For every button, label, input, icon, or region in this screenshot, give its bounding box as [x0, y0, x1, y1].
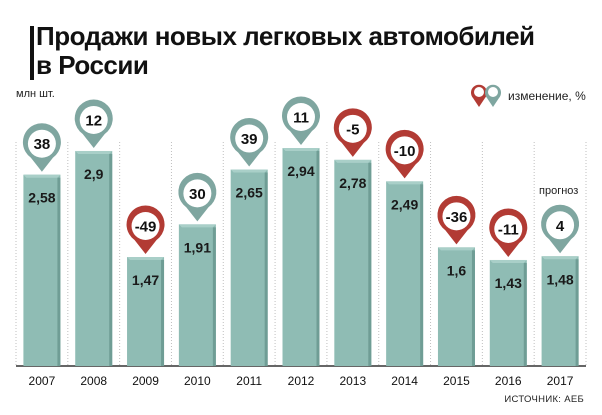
- bar-top-face: [386, 181, 424, 185]
- bar-side-face: [109, 153, 113, 366]
- change-marker: [541, 204, 580, 254]
- bar: [75, 150, 113, 366]
- bar-value-label: 2,65: [236, 185, 263, 201]
- bar: [386, 181, 424, 366]
- x-tick-label: 2010: [184, 374, 211, 388]
- bar-side-face: [523, 262, 527, 366]
- change-label: 39: [241, 131, 258, 148]
- bar: [127, 257, 165, 366]
- bar-top-face: [75, 150, 113, 154]
- legend: изменение, %: [470, 84, 586, 108]
- chart-title: Продажи новых легковых автомобилей в Рос…: [36, 21, 535, 80]
- bar-top-face: [437, 247, 475, 251]
- bar-value-label: 2,9: [84, 166, 104, 182]
- change-marker: [22, 123, 61, 172]
- change-marker: [282, 96, 320, 145]
- bar-side-face: [212, 227, 216, 366]
- source-note: ИСТОЧНИК: АЕБ: [504, 394, 584, 405]
- bar-top-face: [230, 169, 268, 173]
- bar: [541, 256, 579, 366]
- source-value: АЕБ: [564, 394, 584, 405]
- change-label: 30: [189, 186, 206, 203]
- bar-side-face: [161, 260, 165, 366]
- x-tick-label: 2014: [391, 374, 418, 388]
- change-marker: [126, 205, 165, 254]
- x-tick-label: 2009: [132, 374, 159, 388]
- bar-value-label: 1,47: [132, 272, 159, 288]
- x-tick-label: 2013: [339, 374, 366, 388]
- bar-side-face: [57, 177, 61, 366]
- bar-top-face: [178, 224, 216, 228]
- change-label: -11: [498, 221, 519, 238]
- bar: [489, 259, 527, 366]
- bar: [230, 169, 268, 366]
- change-marker: [333, 108, 372, 157]
- change-markers-group: [22, 96, 580, 257]
- legend-label: изменение, %: [508, 89, 586, 103]
- bar-value-label: 2,94: [287, 163, 314, 179]
- bar-top-face: [23, 174, 61, 178]
- source-label: ИСТОЧНИК:: [504, 394, 562, 405]
- title-accent-bar: [30, 26, 34, 80]
- bar-side-face: [471, 250, 475, 366]
- bar-value-label: 2,78: [339, 175, 366, 191]
- x-tick-label: 2015: [443, 374, 470, 388]
- change-marker: [489, 208, 528, 257]
- bar-top-face: [541, 256, 579, 260]
- change-label: 38: [34, 136, 51, 153]
- bar-value-label: 1,43: [495, 275, 522, 291]
- bar-side-face: [368, 162, 372, 366]
- change-marker: [74, 99, 113, 148]
- bar-value-label: 1,6: [447, 262, 467, 278]
- x-tick-label: 2007: [29, 374, 56, 388]
- change-label: 4: [556, 218, 565, 235]
- x-tick-label: 2008: [80, 374, 107, 388]
- change-marker-legend-icon: [471, 84, 501, 107]
- bar-side-face: [264, 172, 268, 366]
- x-tick-label: 2016: [495, 374, 522, 388]
- bar-value-label: 2,58: [28, 190, 55, 206]
- bar-top-face: [127, 257, 165, 260]
- bar-side-face: [420, 184, 424, 366]
- bar: [282, 148, 320, 366]
- bar-value-label: 1,91: [184, 239, 211, 255]
- bar: [334, 159, 372, 366]
- change-marker: [437, 195, 476, 245]
- change-label: 11: [293, 110, 309, 127]
- bar-side-face: [316, 151, 320, 366]
- change-label: -36: [446, 209, 468, 226]
- bar-side-face: [575, 259, 579, 366]
- change-marker: [230, 118, 269, 167]
- x-tick-label: 2011: [236, 374, 262, 388]
- bar-top-face: [282, 148, 320, 151]
- bar-value-label: 1,48: [546, 271, 573, 287]
- change-marker: [178, 172, 217, 222]
- labels-group: 2,58 38 2007 2,9 12 2008 1,47 -49 2009 1,91 30 2010…: [28, 110, 574, 389]
- change-label: -5: [346, 121, 359, 138]
- change-label: -10: [394, 143, 416, 160]
- forecast-label: прогноз: [539, 185, 579, 197]
- x-tick-label: 2017: [547, 374, 574, 388]
- bar: [23, 174, 61, 366]
- change-label: -49: [135, 219, 157, 236]
- unit-label: млн шт.: [16, 88, 55, 100]
- bar: [437, 247, 475, 366]
- x-tick-label: 2012: [288, 374, 315, 388]
- change-marker: [385, 129, 424, 179]
- change-label: 12: [85, 112, 102, 129]
- bar-value-label: 2,49: [391, 196, 418, 212]
- bar-top-face: [489, 259, 527, 263]
- bar: [178, 224, 216, 366]
- bars-group: [23, 148, 579, 366]
- bar-top-face: [334, 159, 372, 163]
